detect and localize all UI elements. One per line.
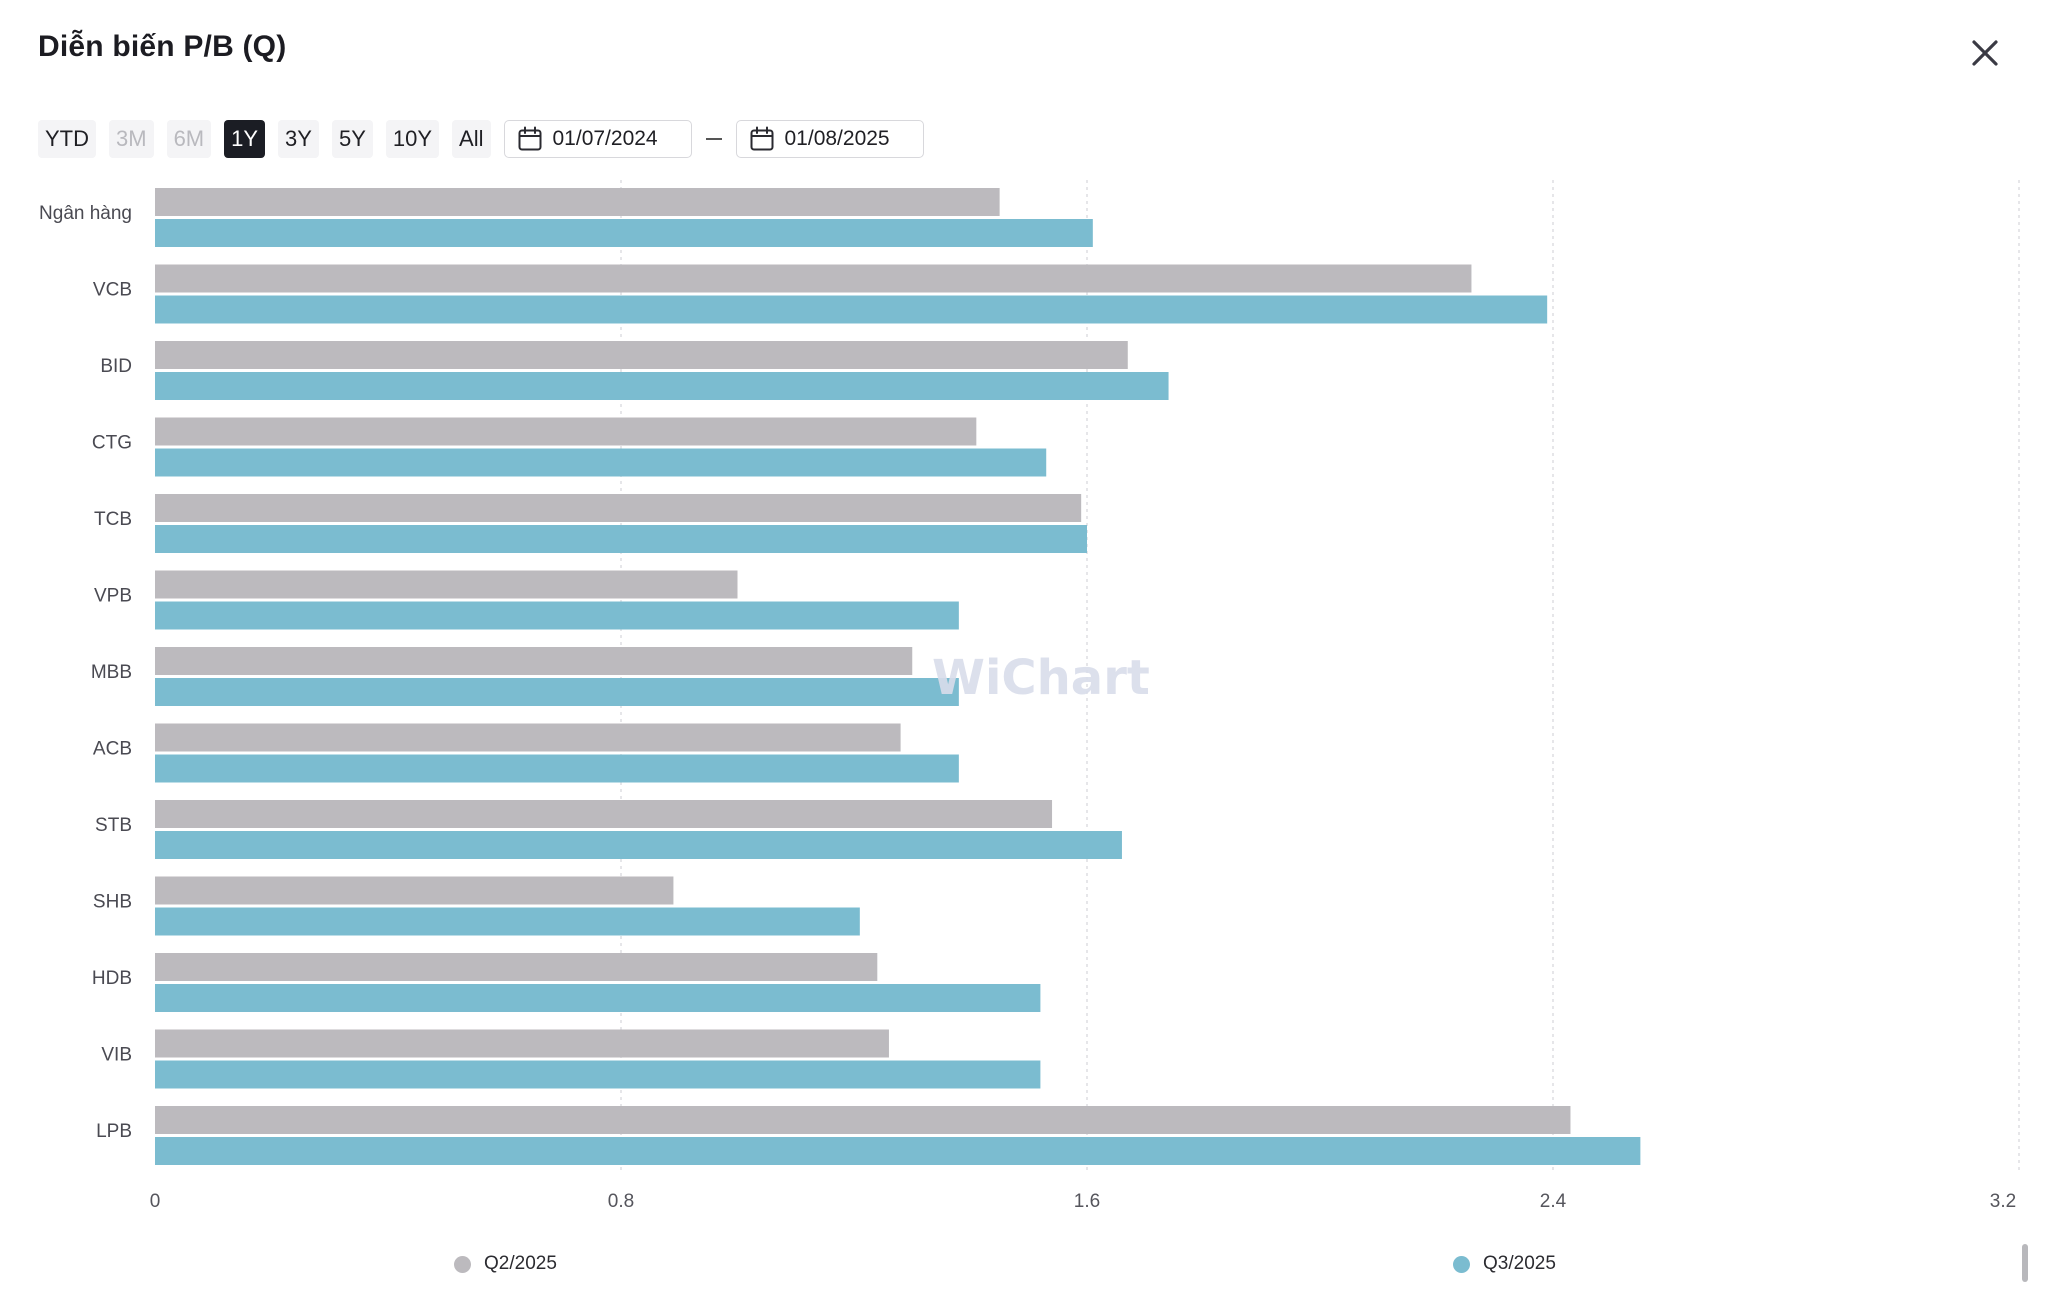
- date-from-field[interactable]: 01/07/2024: [503, 120, 692, 158]
- bar-q3: [155, 448, 1047, 477]
- legend-item-q2[interactable]: Q2/2025: [454, 1253, 557, 1275]
- y-category-label: LPB: [96, 1121, 132, 1142]
- bar-q3: [155, 295, 1548, 324]
- bar-q3: [155, 601, 959, 630]
- dialog-title: Diễn biến P/B (Q): [38, 30, 287, 63]
- bar-q2: [155, 188, 1000, 216]
- y-category-label: ACB: [93, 739, 132, 760]
- y-category-label: MBB: [91, 662, 132, 683]
- bar-q3: [155, 372, 1169, 400]
- bar-q2: [155, 264, 1472, 293]
- bar-q2: [155, 647, 913, 675]
- y-category-label: VCB: [93, 280, 132, 301]
- legend-label-q3: Q3/2025: [1483, 1253, 1556, 1274]
- y-category-label: VIB: [101, 1045, 132, 1066]
- legend-dot-q2: [454, 1255, 471, 1273]
- close-icon: [1972, 40, 1998, 66]
- bar-q3: [155, 678, 959, 706]
- bar-q2: [155, 570, 738, 599]
- y-category-label: Ngân hàng: [39, 203, 132, 224]
- bar-q2: [155, 723, 901, 752]
- calendar-icon: [518, 126, 541, 151]
- y-category-label: HDB: [92, 968, 132, 989]
- legend-dot-q3: [1453, 1255, 1470, 1273]
- bar-q3: [155, 525, 1087, 553]
- range-ytd-button[interactable]: YTD: [38, 120, 96, 158]
- y-category-label: BID: [100, 356, 132, 377]
- date-to-field[interactable]: 01/08/2025: [735, 120, 924, 158]
- legend-item-q3[interactable]: Q3/2025: [1453, 1253, 1556, 1275]
- range-3m-button[interactable]: 3M: [109, 120, 154, 158]
- bar-q2: [155, 1029, 889, 1058]
- range-all-button[interactable]: All: [452, 120, 491, 158]
- y-category-label: STB: [95, 815, 132, 836]
- bar-q3: [155, 1060, 1041, 1089]
- range-5y-button[interactable]: 5Y: [331, 120, 373, 158]
- bar-q2: [155, 341, 1128, 369]
- bar-q2: [155, 1106, 1571, 1134]
- legend-label-q2: Q2/2025: [484, 1253, 557, 1274]
- range-6m-button[interactable]: 6M: [166, 120, 212, 158]
- bar-q2: [155, 876, 674, 905]
- bar-q3: [155, 1137, 1641, 1165]
- scrollbar-thumb[interactable]: [2022, 1244, 2028, 1282]
- date-range-separator: [705, 138, 722, 140]
- calendar-icon: [750, 126, 773, 151]
- watermark-logo: WiChart: [932, 650, 1150, 706]
- date-from-value: 01/07/2024: [552, 127, 658, 150]
- date-to-value: 01/08/2025: [784, 127, 890, 150]
- y-category-label: SHB: [93, 892, 132, 913]
- bar-q3: [155, 984, 1041, 1012]
- y-category-label: CTG: [92, 433, 132, 454]
- x-tick-label: 2.4: [1540, 1191, 1567, 1212]
- y-category-label: TCB: [94, 509, 132, 530]
- bar-q3: [155, 907, 860, 936]
- x-tick-label: 0.8: [608, 1191, 634, 1212]
- range-10y-button[interactable]: 10Y: [385, 120, 440, 158]
- bar-q2: [155, 953, 878, 981]
- bar-q2: [155, 494, 1082, 522]
- bar-q3: [155, 831, 1122, 859]
- bar-q3: [155, 754, 959, 783]
- range-toolbar: YTD 3M 6M 1Y 3Y 5Y 10Y All 01/07/2024 01…: [38, 120, 924, 158]
- bar-q2: [155, 800, 1053, 828]
- range-1y-button[interactable]: 1Y: [224, 120, 266, 158]
- bar-q2: [155, 417, 977, 446]
- x-tick-label: 1.6: [1074, 1191, 1100, 1212]
- bar-q3: [155, 219, 1093, 247]
- range-3y-button[interactable]: 3Y: [278, 120, 319, 158]
- x-tick-label: 3.2: [1990, 1191, 2016, 1212]
- x-tick-label: 0: [150, 1191, 161, 1212]
- close-button[interactable]: [1966, 34, 2004, 72]
- y-category-label: VPB: [94, 586, 132, 607]
